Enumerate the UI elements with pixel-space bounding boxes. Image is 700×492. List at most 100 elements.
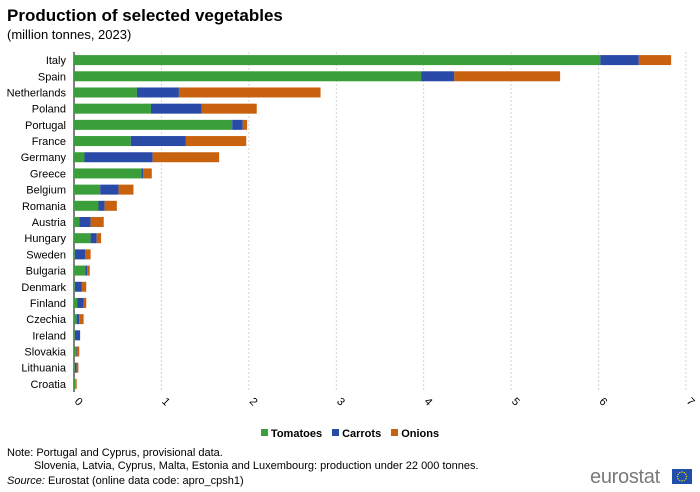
- x-tick-label: 6: [596, 396, 609, 409]
- y-tick-label: Ireland: [32, 330, 66, 342]
- bar-carrots-poland: [150, 103, 202, 114]
- flag-star: [679, 471, 681, 474]
- flag-star: [681, 480, 683, 482]
- y-tick-label: Romania: [22, 201, 67, 213]
- bar-tomatoes-romania: [74, 200, 99, 211]
- bar-onions-spain: [454, 71, 561, 82]
- bar-onions-portugal: [242, 119, 248, 130]
- flag-star: [685, 475, 688, 478]
- bar-tomatoes-sweden: [74, 249, 75, 260]
- bar-onions-poland: [201, 103, 257, 114]
- legend: Tomatoes Carrots Onions: [0, 428, 700, 440]
- bar-onions-croatia: [75, 378, 77, 389]
- bar-carrots-ireland: [74, 330, 81, 341]
- logo-text: eurostat: [590, 466, 660, 488]
- x-tick-label: 3: [334, 396, 347, 409]
- bar-tomatoes-portugal: [74, 119, 233, 130]
- flag-star: [685, 473, 687, 475]
- y-tick-label: Slovakia: [24, 347, 66, 359]
- bar-tomatoes-lithuania: [74, 362, 75, 373]
- bar-onions-slovakia: [76, 346, 80, 357]
- bar-onions-germany: [152, 152, 220, 163]
- bar-onions-hungary: [96, 233, 102, 244]
- bar-tomatoes-hungary: [74, 233, 91, 244]
- bar-tomatoes-finland: [74, 297, 78, 308]
- bar-onions-lithuania: [76, 362, 79, 373]
- flag-star: [681, 471, 683, 473]
- bar-carrots-germany: [84, 152, 153, 163]
- source-line: Source: Eurostat (online data code: apro…: [7, 475, 244, 487]
- bar-carrots-portugal: [232, 119, 243, 130]
- bar-tomatoes-spain: [74, 71, 422, 82]
- bar-onions-sweden: [85, 249, 91, 260]
- x-tick-label: 4: [422, 396, 435, 409]
- bar-onions-france: [185, 136, 247, 147]
- bar-onions-denmark: [81, 281, 87, 292]
- y-tick-label: Sweden: [26, 249, 66, 261]
- bar-carrots-netherlands: [136, 87, 179, 98]
- bar-carrots-czechia: [76, 314, 80, 325]
- bar-carrots-sweden: [74, 249, 86, 260]
- bar-tomatoes-italy: [74, 55, 601, 66]
- bar-onions-netherlands: [178, 87, 321, 98]
- bar-carrots-belgium: [100, 184, 119, 195]
- flag-star: [677, 473, 679, 475]
- bar-carrots-austria: [79, 217, 91, 227]
- y-tick-label: Poland: [32, 104, 66, 116]
- legend-swatch: [332, 429, 340, 436]
- legend-label: Tomatoes: [270, 428, 323, 440]
- y-tick-label: Hungary: [24, 233, 66, 245]
- bar-tomatoes-slovakia: [74, 346, 76, 357]
- bar-carrots-greece: [141, 168, 144, 179]
- source-text: Eurostat (online data code: apro_cpsh1): [44, 475, 244, 487]
- bar-carrots-spain: [421, 71, 455, 82]
- bar-tomatoes-poland: [74, 103, 151, 114]
- y-tick-label: France: [32, 136, 66, 148]
- bar-onions-belgium: [118, 184, 134, 195]
- legend-item-tomatoes: Tomatoes: [260, 428, 323, 440]
- flag-star: [676, 475, 679, 478]
- bar-carrots-finland: [77, 297, 84, 308]
- bar-carrots-hungary: [90, 233, 97, 244]
- x-tick-label: 1: [159, 396, 172, 409]
- x-tick-label: 0: [72, 396, 85, 409]
- bar-tomatoes-greece: [74, 168, 142, 179]
- bar-onions-finland: [83, 297, 87, 308]
- bar-onions-bulgaria: [87, 265, 90, 276]
- bar-onions-italy: [638, 55, 672, 66]
- y-tick-label: Austria: [32, 217, 67, 229]
- bar-tomatoes-belgium: [74, 184, 101, 195]
- x-tick-label: 5: [509, 396, 522, 409]
- y-tick-label: Croatia: [31, 379, 67, 391]
- bar-carrots-denmark: [74, 281, 82, 292]
- eu-flag-icon: [672, 469, 692, 484]
- bar-carrots-romania: [98, 200, 105, 211]
- bar-onions-romania: [104, 200, 117, 211]
- bar-tomatoes-germany: [74, 152, 85, 163]
- legend-item-onions: Onions: [391, 428, 439, 440]
- bar-onions-czechia: [79, 314, 84, 325]
- bar-carrots-slovakia: [75, 346, 77, 357]
- x-tick-label: 2: [247, 396, 260, 409]
- y-tick-label: Netherlands: [7, 87, 67, 99]
- y-tick-label: Czechia: [26, 314, 67, 326]
- bar-tomatoes-croatia: [74, 378, 76, 389]
- bar-tomatoes-france: [74, 136, 131, 147]
- y-tick-label: Denmark: [21, 282, 66, 294]
- y-tick-label: Bulgaria: [26, 266, 67, 278]
- y-tick-label: Spain: [38, 71, 66, 83]
- bar-tomatoes-denmark: [74, 281, 75, 292]
- legend-swatch: [260, 429, 268, 436]
- bar-tomatoes-netherlands: [74, 87, 137, 98]
- bar-onions-greece: [143, 168, 152, 179]
- flag-star: [683, 479, 685, 482]
- y-tick-label: Greece: [30, 168, 66, 180]
- legend-label: Onions: [401, 428, 440, 440]
- flag-star: [683, 471, 685, 474]
- flag-star: [685, 478, 687, 480]
- source-label: Source:: [7, 475, 45, 487]
- y-tick-label: Finland: [30, 298, 66, 310]
- bar-carrots-lithuania: [74, 362, 77, 373]
- note-line-2: Slovenia, Latvia, Cyprus, Malta, Estonia…: [34, 460, 479, 472]
- bar-onions-austria: [90, 217, 104, 227]
